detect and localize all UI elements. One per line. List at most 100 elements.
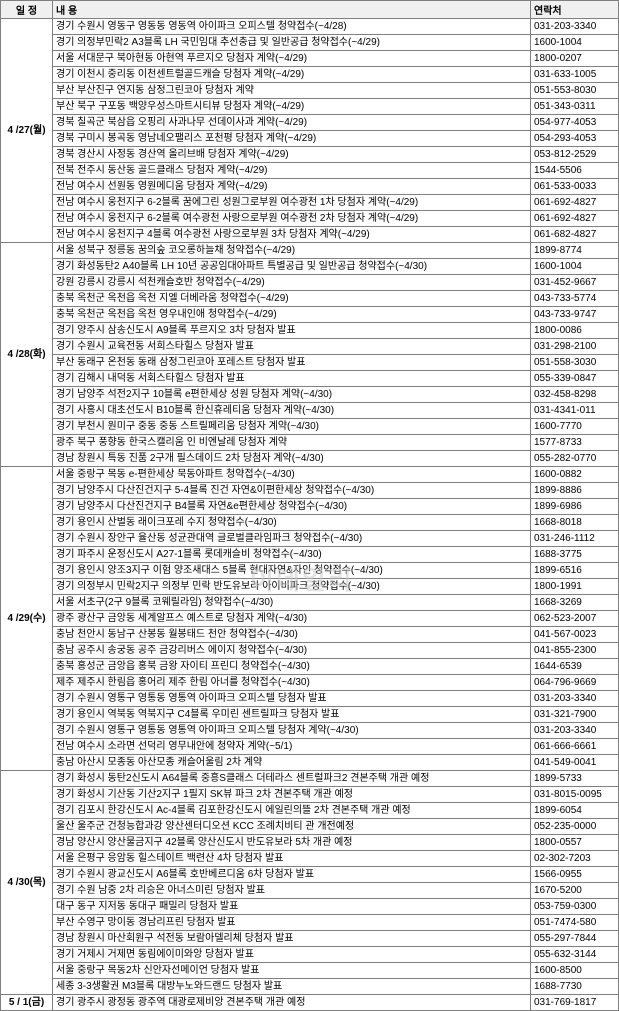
content-cell: 경기 용인시 산벌동 래이크포레 수지 청약접수(~4/30) — [53, 515, 531, 531]
table-row: 전북 전주시 동산동 골드클래스 당첨자 계약(~4/29)1544-5506 — [1, 163, 619, 179]
content-cell: 경기 화성시 기산동 기산2지구 1필지 SK뷰 파크 2차 견본주택 개관 예… — [53, 787, 531, 803]
contact-cell: 1899-5733 — [531, 771, 619, 787]
table-row: 경기 사홍시 대초선도시 B10블록 한신휴레티움 당첨자 계약(~4/30)0… — [1, 403, 619, 419]
content-cell: 울산 울주군 건청능합과강 양산센터디오션 KCC 조례치비티 관 개전예정 — [53, 819, 531, 835]
table-row: 경기 김해시 내덕동 서회스타힐스 당첨자 발표055-339-0847 — [1, 371, 619, 387]
contact-cell: 031-769-1817 — [531, 995, 619, 1011]
table-row: 경기 의정부민락2 A3블록 LH 국민임대 추선충급 및 일반공급 청약접수(… — [1, 35, 619, 51]
content-cell: 경기 이천시 중리동 이천센트럴골드캐슬 당첨자 계약(~4/29) — [53, 67, 531, 83]
table-row: 부산 북구 구포동 백양우성스마트시티뷰 당첨자 계약(~4/29)051-34… — [1, 99, 619, 115]
contact-cell: 064-796-9669 — [531, 675, 619, 691]
contact-cell: 054-977-4053 — [531, 115, 619, 131]
contact-cell: 031-633-1005 — [531, 67, 619, 83]
table-row: 광주 북구 풍향동 한국스캘리움 인 비엔날레 당첨자 계약1577-8733 — [1, 435, 619, 451]
content-cell: 경기 김포시 한강신도시 Ac-4블록 김포한강신도시 에일린의뜰 2차 견본주… — [53, 803, 531, 819]
table-row: 경기 남양주시 다산진건지구 5-4블록 진건 자연&이편한세상 청약접수(~4… — [1, 483, 619, 499]
contact-cell: 1600-0882 — [531, 467, 619, 483]
date-cell: 4 /27(월) — [1, 19, 53, 243]
contact-cell: 031-452-9667 — [531, 275, 619, 291]
table-row: 경기 수원 남중 2차 리승은 아너스미린 당첨자 발표1670-5200 — [1, 883, 619, 899]
content-cell: 경기 파주시 운정신도시 A27-1블록 롯데캐슬비 청약접수(~4/30) — [53, 547, 531, 563]
content-cell: 충북 옥천군 옥천읍 옥천 지엘 더베라움 청약접수(~4/29) — [53, 291, 531, 307]
header-contact: 연락처 — [531, 1, 619, 19]
contact-cell: 053-759-0300 — [531, 899, 619, 915]
content-cell: 서울 은평구 응암동 힐스테이트 백련산 4차 당첨자 발표 — [53, 851, 531, 867]
content-cell: 부산 부산진구 연지동 삼정그린코아 당첨자 계약 — [53, 83, 531, 99]
table-row: 전남 여수시 소라면 선덕리 영무내안에 청약자 계약(~5/1)061-666… — [1, 739, 619, 755]
table-row: 세종 3-3생활권 M3블록 대방누노와드랜드 당첨자 발표1688-7730 — [1, 979, 619, 995]
content-cell: 경북 경산시 사정동 경산역 올리브배 당첨자 계약(~4/29) — [53, 147, 531, 163]
date-cell: 4 /28(화) — [1, 243, 53, 467]
content-cell: 경기 사홍시 대초선도시 B10블록 한신휴레티움 당첨자 계약(~4/30) — [53, 403, 531, 419]
table-row: 경북 칠곡군 북삼읍 오핑리 사과나무 선데이사과 계약(~4/29)054-9… — [1, 115, 619, 131]
content-cell: 제주 제주시 한림읍 홍어리 제주 한림 아너를 청약접수(~4/30) — [53, 675, 531, 691]
content-cell: 서울 중랑구 목동 e-편한세상 묵동아파트 청약접수(~4/30) — [53, 467, 531, 483]
table-row: 경기 수원시 영통구 영통동 영통역 아이파크 오피스텔 당첨자 계약(~4/3… — [1, 723, 619, 739]
table-row: 경기 의정부시 민락2지구 의정부 민락 반도유보라 아이비파크 청약접수(~4… — [1, 579, 619, 595]
table-row: 경기 양주시 삼송신도시 A9블록 푸르지오 3차 당첨자 발표1800-008… — [1, 323, 619, 339]
content-cell: 서울 성북구 정릉동 꿈의숲 코오롱하늘채 청약접수(~4/29) — [53, 243, 531, 259]
contact-cell: 043-733-9747 — [531, 307, 619, 323]
contact-cell: 055-282-0770 — [531, 451, 619, 467]
table-row: 광주 광산구 금앙동 세계알프스 예스트로 당첨자 계약(~4/30)062-5… — [1, 611, 619, 627]
table-row: 4 /30(목)경기 화성시 동탄2신도시 A64블록 중흥S클래스 더테라스 … — [1, 771, 619, 787]
content-cell: 경기 의정부시 민락2지구 의정부 민락 반도유보라 아이비파크 청약접수(~4… — [53, 579, 531, 595]
contact-cell: 1800-0086 — [531, 323, 619, 339]
contact-cell: 1899-6516 — [531, 563, 619, 579]
contact-cell: 1600-8500 — [531, 963, 619, 979]
date-cell: 4 /29(수) — [1, 467, 53, 771]
table-row: 경남 양산시 양산물금지구 42블록 양산신도시 반도유보라 5차 개관 예정1… — [1, 835, 619, 851]
content-cell: 경기 거제시 거제면 동림에이미와앙 당첨자 발표 — [53, 947, 531, 963]
contact-cell: 055-297-7844 — [531, 931, 619, 947]
content-cell: 경기 의정부민락2 A3블록 LH 국민임대 추선충급 및 일반공급 청약접수(… — [53, 35, 531, 51]
table-row: 경기 용인시 양조3지구 이험 양조새대스 5블록 현대자연&자인 청약접수(~… — [1, 563, 619, 579]
content-cell: 전남 여수시 선원동 영원메디움 당첨자 계약(~4/29) — [53, 179, 531, 195]
table-row: 경기 수원시 장안구 율산동 성균관대역 글로벌클라임파크 청약접수(~4/30… — [1, 531, 619, 547]
table-row: 4 /27(월)경기 수원시 영동구 영동동 영동역 아이파크 오피스텔 청약접… — [1, 19, 619, 35]
contact-cell: 1566-0955 — [531, 867, 619, 883]
content-cell: 세종 3-3생활권 M3블록 대방누노와드랜드 당첨자 발표 — [53, 979, 531, 995]
table-row: 경북 구미시 봉곡동 영남네오팰리스 포천평 당첨자 계약(~4/29)054-… — [1, 131, 619, 147]
content-cell: 부산 북구 구포동 백양우성스마트시티뷰 당첨자 계약(~4/29) — [53, 99, 531, 115]
contact-cell: 061-666-6661 — [531, 739, 619, 755]
content-cell: 전남 여수시 웅천지구 4블록 여수광천 사랑으로부원 3차 당첨자 계약(~4… — [53, 227, 531, 243]
contact-cell: 061-533-0033 — [531, 179, 619, 195]
contact-cell: 1688-3775 — [531, 547, 619, 563]
content-cell: 경기 용인시 역북동 역북지구 C4블록 우미린 센트릴파크 당첨자 발표 — [53, 707, 531, 723]
header-content: 내 용 — [53, 1, 531, 19]
content-cell: 경기 남양주 석전2지구 10블록 e편한세상 성원 당첨자 계약(~4/30) — [53, 387, 531, 403]
table-row: 전남 여수시 웅천지구 6-2블록 꿈에그린 성원그로부원 여수광천 1차 당첨… — [1, 195, 619, 211]
contact-cell: 041-549-0041 — [531, 755, 619, 771]
table-row: 경북 경산시 사정동 경산역 올리브배 당첨자 계약(~4/29)053-812… — [1, 147, 619, 163]
content-cell: 부산 수영구 망이동 경남리프린 당첨자 발표 — [53, 915, 531, 931]
table-row: 충남 공주시 송궁동 공주 금강리버스 에이지 청약접수(~4/30)041-8… — [1, 643, 619, 659]
contact-cell: 1600-1004 — [531, 35, 619, 51]
contact-cell: 1800-1991 — [531, 579, 619, 595]
contact-cell: 032-458-8298 — [531, 387, 619, 403]
content-cell: 충북 홍성군 금앙읍 홍북 금왕 자이티 프린디 청약접수(~4/30) — [53, 659, 531, 675]
header-row: 일 정 내 용 연락처 — [1, 1, 619, 19]
date-cell: 5 / 1(금) — [1, 995, 53, 1011]
content-cell: 경남 창원시 특동 진품 2구개 필스데이드 2차 당첨자 계약(~4/30) — [53, 451, 531, 467]
contact-cell: 1800-0207 — [531, 51, 619, 67]
contact-cell: 041-855-2300 — [531, 643, 619, 659]
content-cell: 경기 화성동탄2 A40블록 LH 10년 공공임대아파트 특별공급 및 일반공… — [53, 259, 531, 275]
content-cell: 전북 전주시 동산동 골드클래스 당첨자 계약(~4/29) — [53, 163, 531, 179]
table-row: 서울 은평구 응암동 힐스테이트 백련산 4차 당첨자 발표02-302-720… — [1, 851, 619, 867]
header-date: 일 정 — [1, 1, 53, 19]
contact-cell: 1800-0557 — [531, 835, 619, 851]
table-row: 울산 울주군 건청능합과강 양산센터디오션 KCC 조례치비티 관 개전예정05… — [1, 819, 619, 835]
contact-cell: 031-203-3340 — [531, 691, 619, 707]
table-row: 경기 용인시 역북동 역북지구 C4블록 우미린 센트릴파크 당첨자 발표031… — [1, 707, 619, 723]
contact-cell: 062-523-2007 — [531, 611, 619, 627]
contact-cell: 055-339-0847 — [531, 371, 619, 387]
table-row: 경기 남양주시 다산진건지구 B4블록 자연&e편한세상 청약접수(~4/30)… — [1, 499, 619, 515]
table-row: 경기 화성시 기산동 기산2지구 1필지 SK뷰 파크 2차 견본주택 개관 예… — [1, 787, 619, 803]
content-cell: 충남 아산시 모종동 아산모종 캐슬어울림 2차 계약 — [53, 755, 531, 771]
content-cell: 경북 칠곡군 북삼읍 오핑리 사과나무 선데이사과 계약(~4/29) — [53, 115, 531, 131]
table-row: 서울 중랑구 목동2차 신안자선메이언 당첨자 발표1600-8500 — [1, 963, 619, 979]
table-row: 강원 강릉시 강릉시 석천캐슬호반 청약접수(~4/29)031-452-966… — [1, 275, 619, 291]
table-row: 부산 수영구 망이동 경남리프린 당첨자 발표051-7474-580 — [1, 915, 619, 931]
contact-cell: 1688-7730 — [531, 979, 619, 995]
contact-cell: 1668-3269 — [531, 595, 619, 611]
